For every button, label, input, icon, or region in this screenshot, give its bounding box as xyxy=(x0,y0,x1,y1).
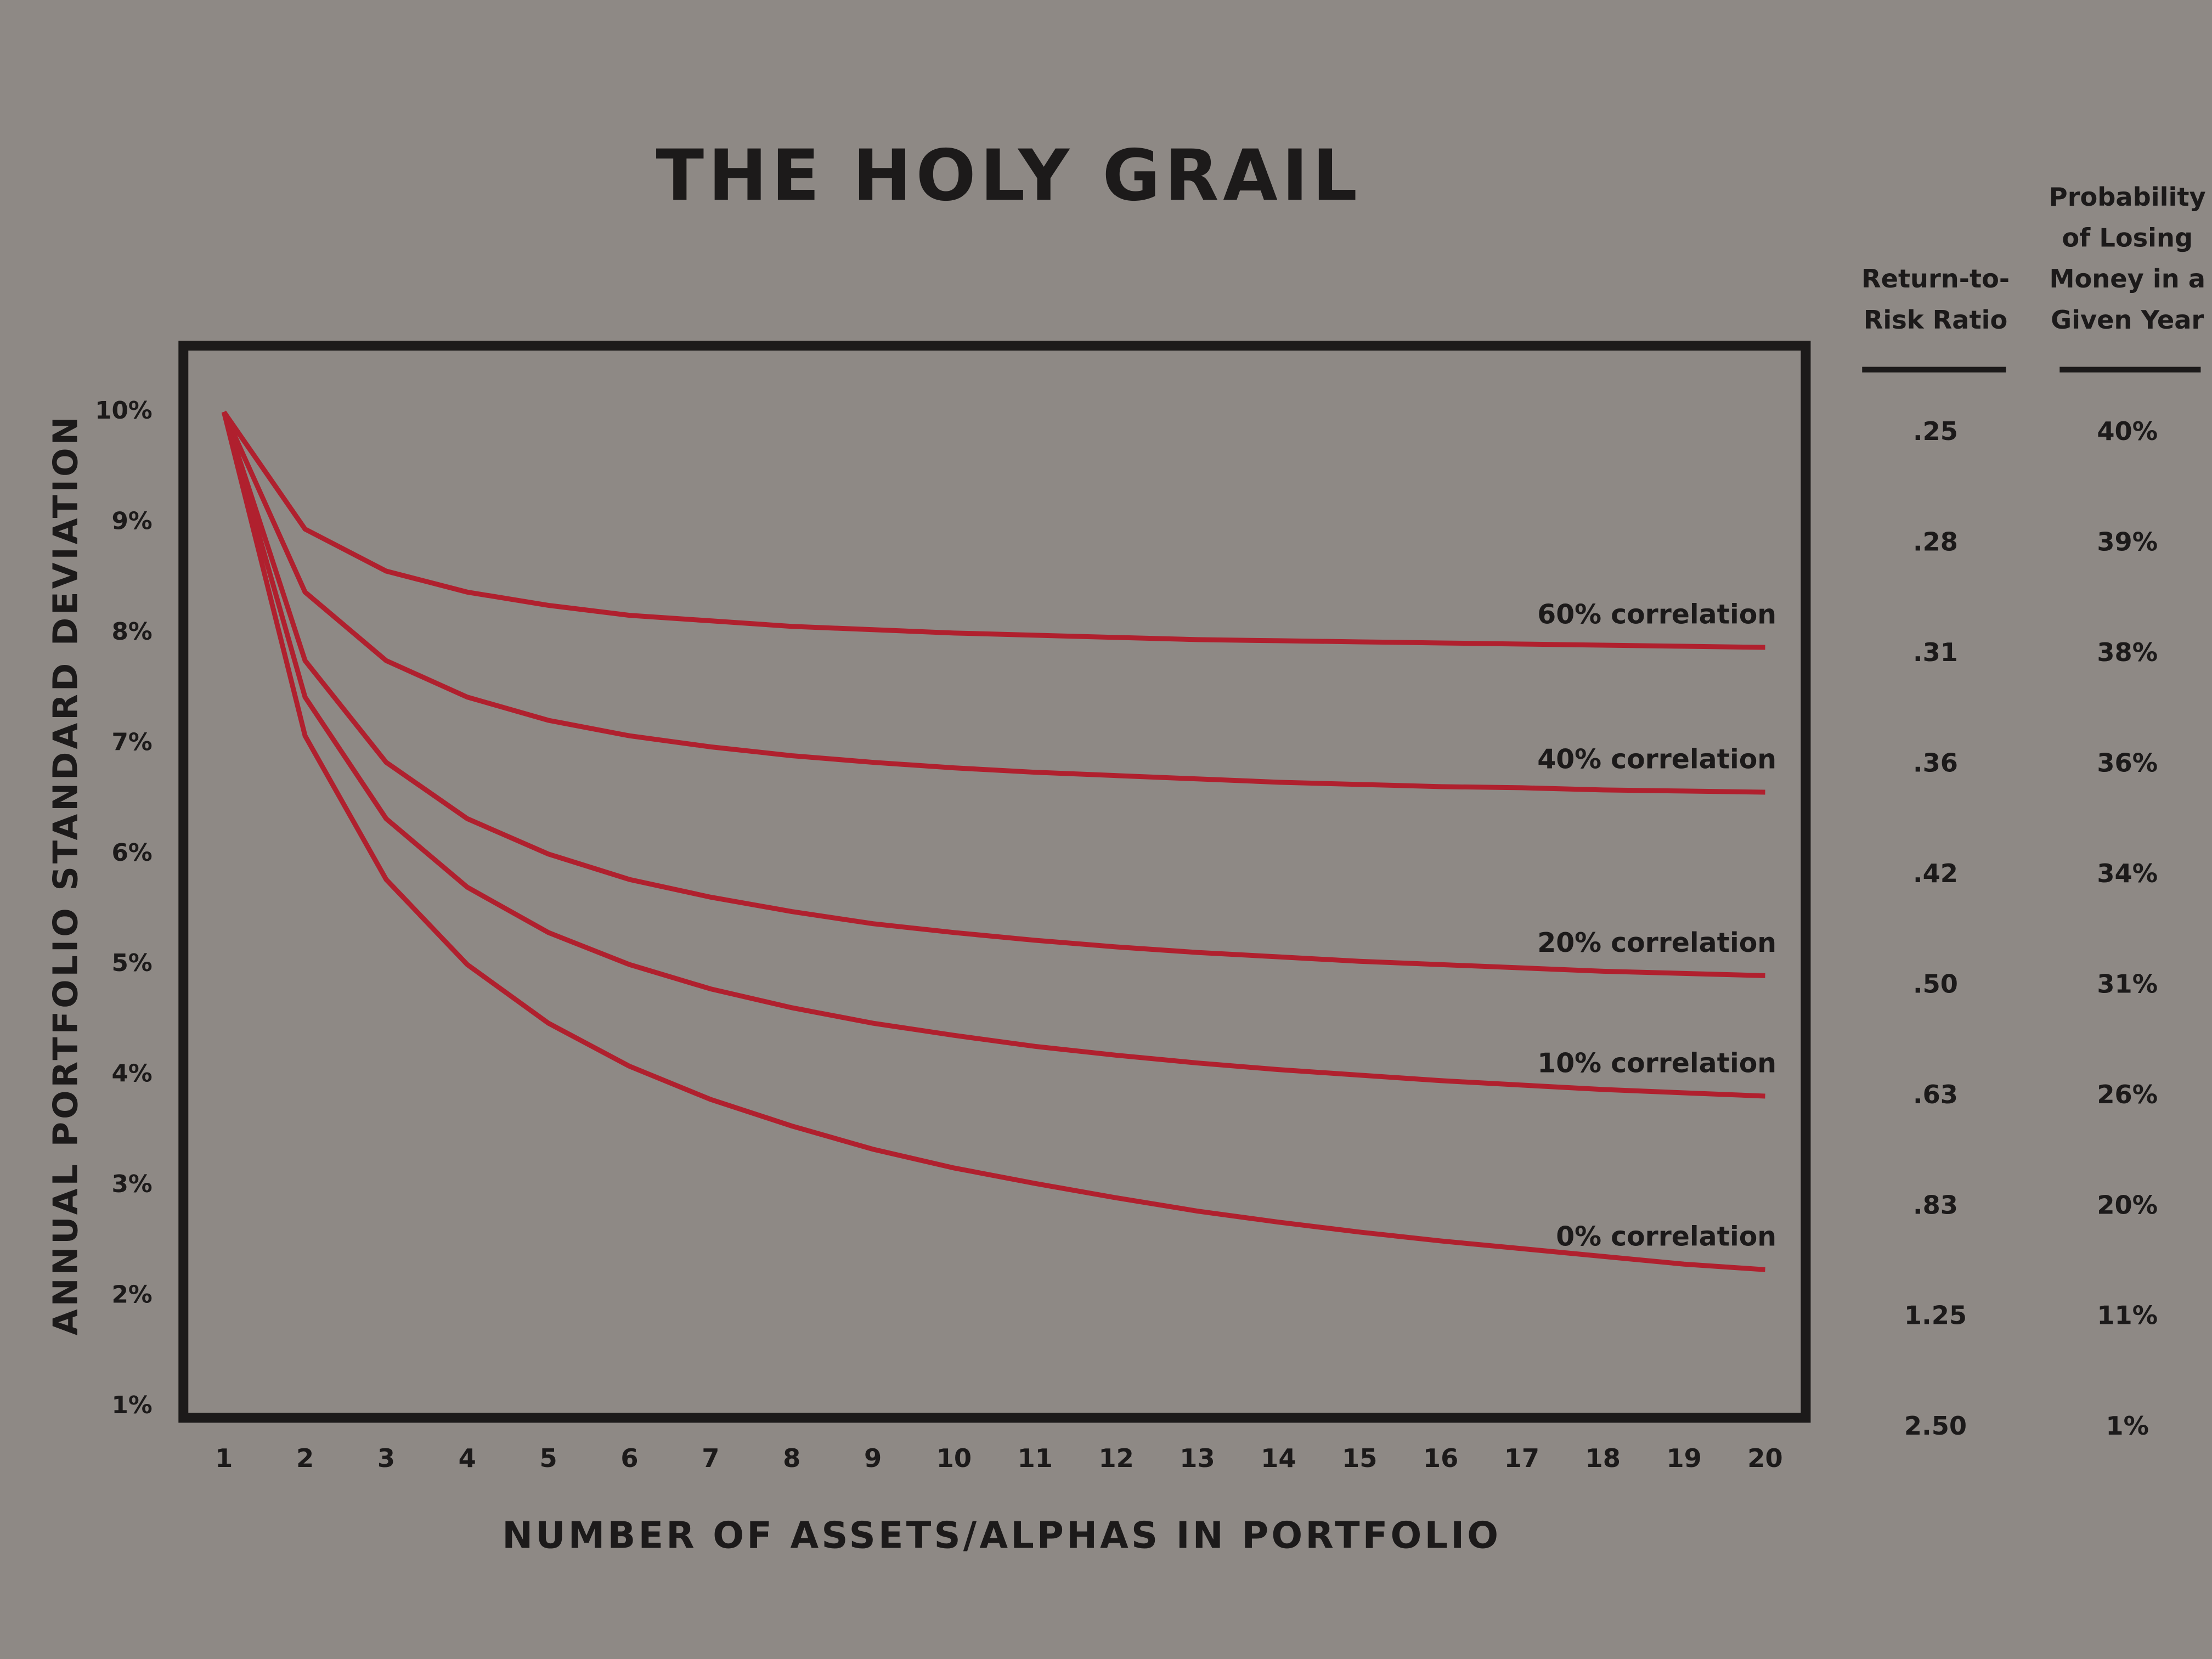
table-header: Risk Ratio xyxy=(1864,305,2008,335)
series-label: 10% correlation xyxy=(1537,1047,1776,1079)
x-tick-label: 6 xyxy=(620,1443,638,1473)
y-tick-label: 2% xyxy=(112,1281,153,1309)
line xyxy=(221,411,1765,978)
table-cell: 20% xyxy=(2097,1190,2158,1220)
table-cell: 34% xyxy=(2097,859,2158,888)
x-tick-label: 9 xyxy=(864,1443,882,1473)
table-cell: 1.25 xyxy=(1904,1301,1967,1330)
table-header: Return-to- xyxy=(1861,264,2010,294)
line xyxy=(221,411,1765,1099)
line xyxy=(222,410,1765,650)
table-cell: 11% xyxy=(2097,1301,2158,1330)
x-tick-label: 7 xyxy=(702,1443,719,1473)
y-tick-label: 6% xyxy=(112,839,153,867)
x-tick-label: 16 xyxy=(1423,1443,1458,1473)
y-tick-label: 4% xyxy=(112,1060,153,1088)
table-cell: .36 xyxy=(1913,748,1958,777)
x-tick-label: 11 xyxy=(1018,1443,1053,1473)
table-cell: 38% xyxy=(2097,637,2158,667)
table-header: Given Year xyxy=(2051,305,2204,335)
x-tick-label: 1 xyxy=(215,1443,233,1473)
x-tick-label: 15 xyxy=(1342,1443,1377,1473)
y-tick-label: 9% xyxy=(112,507,153,535)
table-cell: .83 xyxy=(1913,1190,1958,1220)
x-axis-label: NUMBER OF ASSETS/ALPHAS IN PORTFOLIO xyxy=(502,1514,1501,1556)
line xyxy=(221,411,1765,1272)
x-tick-label: 2 xyxy=(296,1443,314,1473)
x-tick-label: 5 xyxy=(540,1443,557,1473)
series-label: 20% correlation xyxy=(1537,927,1776,958)
y-tick-label: 1% xyxy=(112,1391,153,1419)
x-tick-label: 8 xyxy=(783,1443,800,1473)
y-tick-label: 8% xyxy=(112,618,153,646)
x-tick-label: 20 xyxy=(1747,1443,1782,1473)
table-cell: 2.50 xyxy=(1904,1411,1967,1441)
x-tick-label: 17 xyxy=(1504,1443,1539,1473)
series-label: 0% correlation xyxy=(1556,1221,1776,1252)
line xyxy=(222,411,1765,795)
y-tick-label: 7% xyxy=(112,728,153,756)
table-cell: 39% xyxy=(2097,527,2158,556)
series-label: 40% correlation xyxy=(1537,743,1776,775)
x-tick-label: 12 xyxy=(1098,1443,1133,1473)
x-tick-label: 3 xyxy=(377,1443,395,1473)
table-cell: .42 xyxy=(1913,859,1958,888)
table-cell: 40% xyxy=(2097,416,2158,446)
plot-frame xyxy=(178,341,1811,1423)
table-cell: 26% xyxy=(2097,1080,2158,1109)
table-header: Money in a xyxy=(2049,264,2205,294)
x-tick-label: 18 xyxy=(1585,1443,1621,1473)
table-header: Probability xyxy=(2049,182,2206,212)
table-cell: .25 xyxy=(1913,416,1958,446)
x-tick-label: 19 xyxy=(1666,1443,1701,1473)
table-cell: .31 xyxy=(1913,637,1958,667)
y-tick-label: 5% xyxy=(112,949,153,977)
table-cell: .63 xyxy=(1913,1080,1958,1109)
x-tick-label: 13 xyxy=(1180,1443,1215,1473)
table-cell: 36% xyxy=(2097,748,2158,777)
table-cell: 1% xyxy=(2106,1411,2149,1441)
table-cell: .50 xyxy=(1913,969,1958,998)
y-tick-label: 3% xyxy=(112,1170,153,1198)
x-tick-label: 10 xyxy=(936,1443,972,1473)
y-axis-label: ANNUAL PORTFOLIO STANDARD DEVIATION xyxy=(46,414,86,1335)
x-tick-label: 14 xyxy=(1261,1443,1296,1473)
y-tick-label: 10% xyxy=(95,397,153,425)
table-header: of Losing xyxy=(2062,223,2193,253)
table-cell: .28 xyxy=(1913,527,1958,556)
table-cell: 31% xyxy=(2097,969,2158,998)
chart-title: THE HOLY GRAIL xyxy=(656,135,1361,217)
x-tick-label: 4 xyxy=(459,1443,476,1473)
series-label: 60% correlation xyxy=(1537,599,1776,630)
